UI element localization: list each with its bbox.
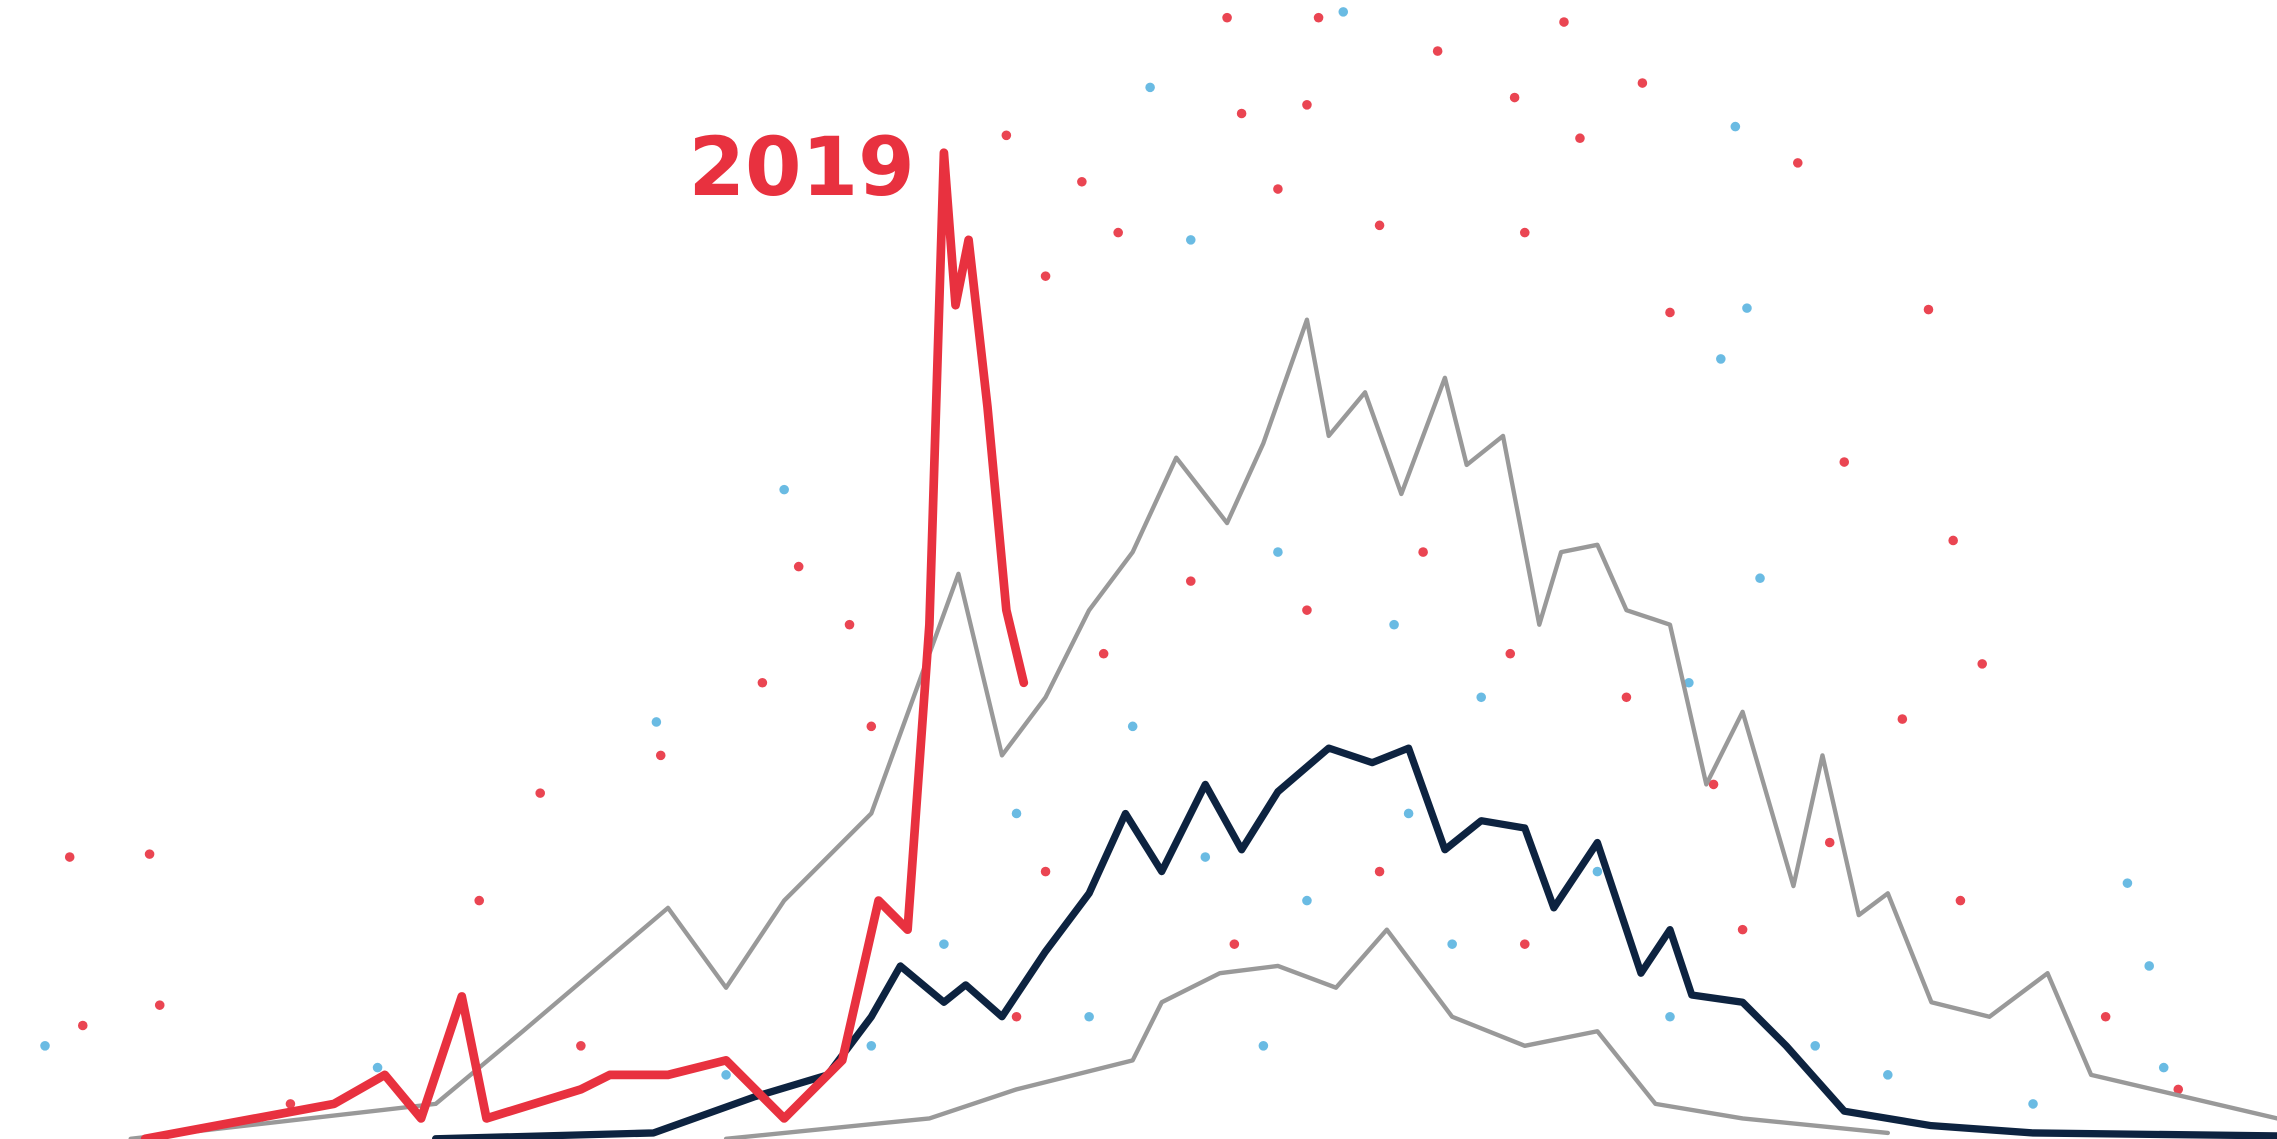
scatter-dot (1509, 92, 1520, 103)
scatter-dot (1302, 895, 1312, 906)
scatter-dot (144, 849, 155, 859)
scatter-dot (1730, 121, 1741, 132)
scatter-dot (1084, 1011, 1094, 1022)
scatter-dot (2173, 1084, 2184, 1095)
scatter-dot (77, 1020, 88, 1031)
series-label: 2019 (688, 121, 914, 215)
scatter-dot (1447, 939, 1457, 949)
scatter-dot (1236, 108, 1247, 119)
scatter-dot (1637, 78, 1648, 88)
scatter-dot (576, 1041, 586, 1051)
scatter-dot (779, 484, 789, 495)
scatter-dot (1792, 158, 1803, 168)
scatter-dot (154, 1000, 165, 1010)
scatter-dot (721, 1070, 731, 1080)
scatter-dot (1684, 677, 1694, 688)
scatter-dot (651, 717, 662, 727)
scatter-dot (474, 895, 485, 906)
scatter-dot (1810, 1041, 1821, 1051)
scatter-dot (1001, 130, 1012, 141)
scatter-dot (939, 939, 949, 949)
scatter-dot (2100, 1011, 2111, 1022)
scatter-dot (2122, 878, 2133, 888)
scatter-dot (2144, 961, 2155, 971)
scatter-dot (1185, 576, 1196, 586)
scatter-dot (1011, 1011, 1022, 1022)
series-line (128, 317, 2277, 1139)
scatter-dot (1040, 866, 1051, 877)
scatter-dot (1665, 307, 1675, 318)
scatter-dot (1229, 939, 1240, 949)
scatter-dot (1948, 535, 1958, 546)
scatter-dot (1708, 779, 1719, 790)
scatter-dot (1185, 235, 1196, 245)
series-line (140, 148, 1029, 1139)
scatter-dot (535, 788, 545, 798)
scatter-dot (1575, 133, 1585, 143)
scatter-dot (1621, 692, 1632, 703)
scatter-dot (1011, 808, 1022, 819)
scatter-dot (1476, 692, 1487, 703)
scatter-dot (1824, 837, 1835, 848)
scatter-dot (1338, 7, 1349, 17)
scatter-dot (1977, 659, 1988, 669)
scatter-dot (1302, 605, 1312, 615)
scatter-dot (1839, 457, 1850, 467)
scatter-dot (40, 1041, 50, 1051)
scatter-dot (1897, 714, 1908, 724)
scatter-dot (1716, 354, 1726, 364)
scatter-dot (2158, 1062, 2169, 1073)
scatter-dot (1403, 808, 1414, 819)
scatter-dot (64, 852, 75, 862)
series-line (723, 927, 1890, 1139)
scatter-dot (1077, 176, 1087, 187)
scatter-dot (1519, 939, 1530, 949)
scatter-dot (1113, 227, 1123, 238)
scatter-dot (1519, 227, 1530, 238)
scatter-dot (1374, 866, 1385, 877)
scatter-dot (866, 1041, 877, 1051)
scatter-dot (1273, 184, 1283, 194)
scatter-dot (793, 561, 804, 572)
scatter-dot (1098, 648, 1109, 659)
scatter-dot (655, 750, 666, 761)
scatter-dot (1040, 271, 1051, 281)
scatter-dot (1258, 1041, 1269, 1051)
scatter-dot (1742, 303, 1752, 313)
scatter-dot (844, 619, 855, 630)
scatter-dot (1955, 895, 1966, 906)
scatter-dot (1200, 852, 1211, 862)
scatter-dot (1505, 648, 1516, 659)
scatter-dot (1145, 82, 1155, 93)
scatter-dot (1273, 547, 1283, 557)
scatter-dot (372, 1062, 383, 1073)
scatter-dot (1737, 924, 1748, 935)
scatter-dot (1665, 1011, 1675, 1022)
series-line (432, 744, 2277, 1139)
scatter-dot (285, 1099, 296, 1109)
scatter-dot (1302, 100, 1312, 110)
scatter-dot (866, 721, 877, 732)
scatter-dot (1883, 1070, 1893, 1080)
scatter-dot (1389, 619, 1399, 630)
scatter-dot (1592, 866, 1603, 877)
scatter-dot (1432, 46, 1443, 56)
scatter-dot (1222, 12, 1232, 23)
scatter-dot (1313, 12, 1324, 23)
scatter-dot (757, 677, 768, 688)
scatter-dot (1418, 547, 1428, 557)
scatter-dot (2028, 1099, 2038, 1109)
scatter-dot (1923, 304, 1934, 315)
scatter-dot (1374, 220, 1385, 231)
scatter-dot (1127, 721, 1138, 732)
scatter-dot (1755, 573, 1765, 584)
scatter-dot (1559, 17, 1569, 27)
